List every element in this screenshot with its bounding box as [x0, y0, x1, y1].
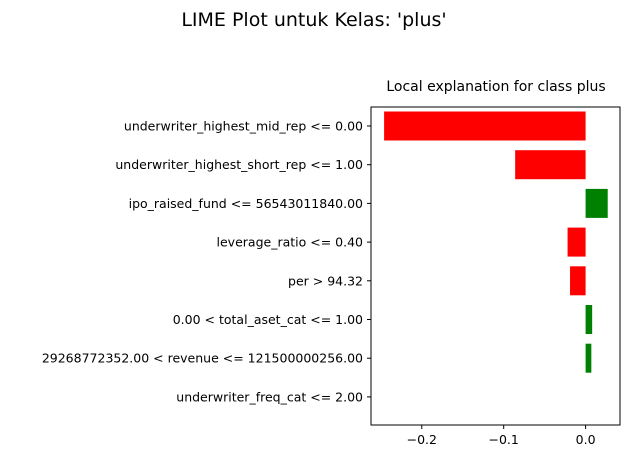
bar-5: [585, 305, 593, 334]
axes-frame: [370, 106, 621, 426]
bar-2: [585, 188, 608, 218]
x-ticks: −0.2 −0.1 0.0: [407, 425, 596, 447]
y-tick-label-0: underwriter_highest_mid_rep <= 0.00: [124, 119, 363, 134]
figure-suptitle: LIME Plot untuk Kelas: 'plus': [181, 9, 446, 31]
y-tick-label-2: ipo_raised_fund <= 56543011840.00: [129, 196, 363, 211]
x-tick-label-1: −0.1: [489, 432, 519, 447]
bar-4: [570, 266, 586, 296]
bar-0: [384, 111, 586, 141]
y-tick-label-6: 29268772352.00 < revenue <= 121500000256…: [42, 351, 363, 366]
x-tick-label-2: 0.0: [576, 432, 596, 447]
bar-6: [585, 343, 592, 373]
y-tick-label-1: underwriter_highest_short_rep <= 1.00: [115, 157, 363, 172]
y-tick-label-7: underwriter_freq_cat <= 2.00: [176, 389, 363, 404]
y-tick-labels: underwriter_highest_mid_rep <= 0.00 under…: [42, 119, 371, 404]
bar-3: [567, 227, 586, 257]
y-tick-label-5: 0.00 < total_aset_cat <= 1.00: [173, 312, 363, 327]
chart-title: Local explanation for class plus: [386, 79, 605, 95]
y-tick-label-3: leverage_ratio <= 0.40: [217, 235, 364, 250]
y-tick-label-4: per > 94.32: [288, 273, 363, 288]
x-tick-label-0: −0.2: [407, 432, 437, 447]
bars-group: [384, 111, 608, 373]
bar-1: [515, 150, 586, 180]
